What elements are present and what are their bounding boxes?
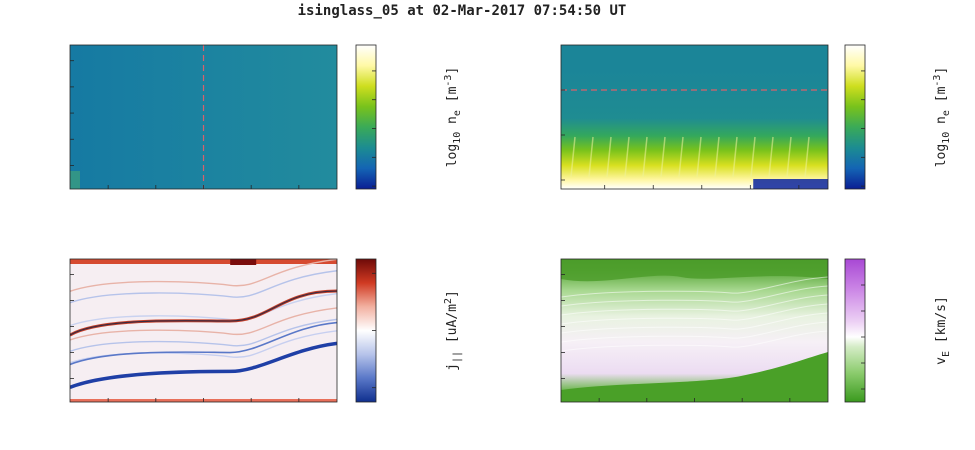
fac-contour-3 — [70, 259, 337, 292]
colorbar — [844, 258, 866, 403]
heatmap-streak — [570, 136, 576, 178]
fac-contour-0 — [70, 318, 337, 353]
ion-flow-contour-1 — [561, 285, 828, 307]
heatmap-density-259deg — [561, 45, 828, 189]
panel-density-259deg: log10 ne [m-3] — [560, 44, 952, 190]
heatmap-streak — [624, 136, 630, 178]
heatmap-streak — [660, 136, 666, 178]
panels: log10 ne [m-3]log10 ne [m-3]j|| [uA/m2]v… — [69, 44, 952, 403]
fac-contour-4 — [70, 307, 337, 341]
ion-flow-contour-3 — [561, 303, 828, 325]
colorbar-label: log10 ne [m-3] — [443, 67, 463, 168]
heatmap-streak — [714, 136, 720, 178]
heatmap-corner — [70, 171, 80, 189]
ion-flow-contour-4 — [561, 312, 828, 334]
heatmap-streak — [678, 136, 684, 178]
colorbar-label: vE [km/s] — [934, 296, 952, 365]
colorbar-label-part: log — [445, 144, 460, 167]
fac-upward-core — [70, 290, 337, 336]
heatmap-background — [70, 259, 337, 402]
colorbar-label-part: -3 — [932, 75, 943, 87]
ion-flow-bottom-band — [561, 352, 828, 402]
heatmap-streak — [786, 136, 792, 178]
colorbar-label-part: j — [445, 363, 460, 371]
colorbar — [844, 44, 866, 190]
colorbar-label-part: E — [941, 351, 952, 357]
colorbar-label-part: ] — [934, 67, 949, 75]
panel-fac-300km: j|| [uA/m2] — [69, 258, 463, 403]
panel-ion-flow-300km: vE [km/s] — [560, 258, 952, 403]
fac-downward-edge — [70, 321, 337, 366]
heatmap-streak — [768, 136, 774, 178]
heatmap-top-band — [230, 259, 257, 265]
colorbar-label-part: ] — [445, 67, 460, 75]
colorbar-label-part: ] — [445, 290, 460, 298]
ion-flow-contour-5 — [561, 321, 828, 343]
panel-density-300km: log10 ne [m-3] — [69, 44, 463, 190]
axes-frame — [560, 44, 829, 190]
heatmap-streak — [606, 136, 612, 178]
colorbar-label-part: log — [934, 144, 949, 167]
heatmap-streak — [588, 136, 594, 178]
heatmap-streak — [732, 136, 738, 178]
colorbar-label-part: n — [445, 116, 460, 132]
heatmap-fac-300km — [70, 259, 337, 402]
colorbar-label-part: 10 — [452, 132, 463, 144]
heatmap-streak — [696, 136, 702, 178]
heatmap-lower-layer — [561, 71, 828, 189]
colorbar-label-part: n — [934, 116, 949, 132]
colorbar-label-part: v — [934, 357, 949, 365]
ion-flow-contour-6 — [561, 330, 828, 352]
colorbar-label: j|| [uA/m2] — [443, 290, 463, 371]
figure-title: isinglass_05 at 02-Mar-2017 07:54:50 UT — [298, 3, 627, 19]
fac-contour-2 — [70, 270, 337, 304]
heatmap-streak — [804, 136, 810, 178]
ion-flow-contour-0 — [561, 276, 828, 298]
colorbar-label-part: [m — [445, 86, 460, 110]
colorbar-label-part: -3 — [443, 75, 454, 87]
colorbar-label-part: [uA/m — [445, 304, 460, 351]
colorbar-label-part: [km/s] — [934, 296, 949, 351]
heatmap-streak — [750, 136, 756, 178]
heatmap-top-band — [70, 259, 337, 264]
colorbar-label-part: 2 — [443, 298, 454, 304]
colorbar-label-part: [m — [934, 86, 949, 110]
colorbar-label: log10 ne [m-3] — [932, 67, 952, 168]
colorbar — [355, 44, 377, 190]
heatmap-ion-flow-300km — [561, 259, 828, 402]
fac-downward-sheet — [70, 341, 337, 390]
heatmap-streak — [642, 136, 648, 178]
colorbar-label-part: e — [941, 110, 952, 116]
heatmap-dark-patch — [753, 179, 828, 189]
colorbar-label-part: 10 — [941, 132, 952, 144]
colorbar-label-part: e — [452, 110, 463, 116]
ion-flow-top-band — [561, 259, 828, 282]
ion-flow-contour-2 — [561, 294, 828, 316]
colorbar-label-part: || — [452, 351, 463, 363]
